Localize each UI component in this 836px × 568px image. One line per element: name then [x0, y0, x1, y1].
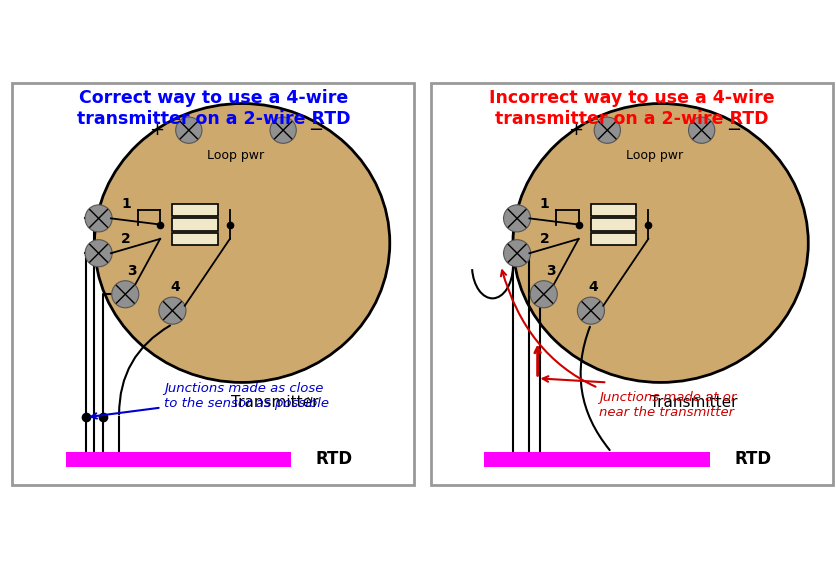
Text: Junctions made as close
to the sensor as possible: Junctions made as close to the sensor as… [91, 382, 329, 419]
Text: 3: 3 [545, 264, 555, 278]
Circle shape [577, 297, 604, 324]
Text: 2: 2 [121, 232, 130, 246]
Text: 1: 1 [121, 197, 130, 211]
Text: Incorrect way to use a 4-wire
transmitter on a 2-wire RTD: Incorrect way to use a 4-wire transmitte… [488, 89, 774, 128]
Ellipse shape [512, 103, 808, 382]
Circle shape [529, 281, 557, 308]
Text: +: + [149, 121, 164, 139]
Bar [172, 233, 217, 245]
Circle shape [85, 205, 112, 232]
Text: −: − [726, 121, 741, 139]
FancyBboxPatch shape [431, 83, 832, 485]
Text: 1: 1 [539, 197, 548, 211]
Text: Transmitter: Transmitter [649, 395, 737, 410]
Circle shape [111, 281, 139, 308]
Bar [172, 218, 217, 231]
Bar [172, 204, 217, 216]
Circle shape [503, 205, 530, 232]
FancyBboxPatch shape [13, 83, 414, 485]
Circle shape [85, 240, 112, 267]
Circle shape [270, 117, 296, 143]
Text: Loop pwr: Loop pwr [207, 149, 264, 162]
Text: Transmitter: Transmitter [231, 395, 319, 410]
Circle shape [594, 117, 619, 143]
Text: 2: 2 [539, 232, 548, 246]
Circle shape [176, 117, 201, 143]
Text: +: + [567, 121, 582, 139]
Text: Loop pwr: Loop pwr [625, 149, 682, 162]
Text: 4: 4 [171, 280, 180, 294]
Text: Junctions made at or
near the transmitter: Junctions made at or near the transmitte… [501, 270, 736, 419]
Text: −: − [308, 121, 323, 139]
Text: RTD: RTD [316, 450, 353, 469]
Text: 3: 3 [127, 264, 137, 278]
Bar [484, 452, 709, 466]
Text: 4: 4 [589, 280, 598, 294]
Ellipse shape [94, 103, 390, 382]
Circle shape [688, 117, 714, 143]
Bar [590, 204, 635, 216]
Bar [66, 452, 291, 466]
Bar [590, 218, 635, 231]
Circle shape [159, 297, 186, 324]
Bar [590, 233, 635, 245]
Text: RTD: RTD [734, 450, 771, 469]
Circle shape [503, 240, 530, 267]
Text: Correct way to use a 4-wire
transmitter on a 2-wire RTD: Correct way to use a 4-wire transmitter … [77, 89, 349, 128]
